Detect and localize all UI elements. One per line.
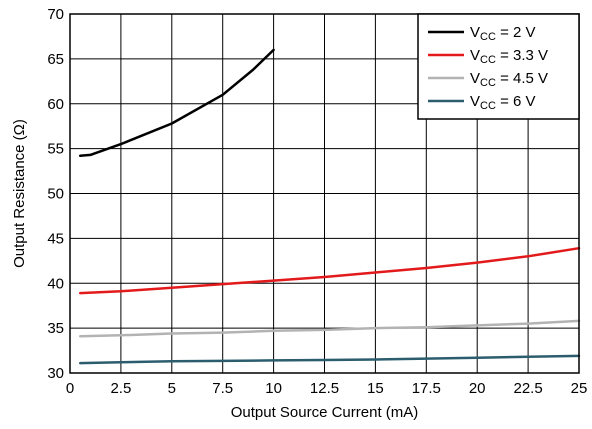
x-tick-label: 17.5 xyxy=(412,380,441,397)
x-tick-label: 15 xyxy=(367,380,384,397)
series-lines xyxy=(78,48,581,365)
x-tick-label: 5 xyxy=(168,380,176,397)
series-line-2 xyxy=(78,246,581,295)
y-axis-title: Output Resistance (Ω) xyxy=(11,119,28,268)
legend-label-2: VCC = 3.3 V xyxy=(470,47,548,66)
series-line-3 xyxy=(78,319,581,338)
y-tick-label: 65 xyxy=(47,51,64,68)
series-line-1 xyxy=(78,48,275,158)
x-axis-title: Output Source Current (mA) xyxy=(231,404,419,421)
x-tick-label: 20 xyxy=(469,380,486,397)
legend-label-3: VCC = 4.5 V xyxy=(470,70,548,89)
legend: VCC = 2 V VCC = 3.3 V VCC = 4.5 V VCC = 6 V xyxy=(417,13,580,120)
y-tick-label: 60 xyxy=(47,96,64,113)
y-tick-label: 30 xyxy=(47,365,64,382)
y-tick-label: 45 xyxy=(47,230,64,247)
y-tick-label: 35 xyxy=(47,320,64,337)
x-tick-label: 2.5 xyxy=(110,380,131,397)
x-tick-label: 10 xyxy=(265,380,282,397)
x-tick-label: 22.5 xyxy=(513,380,542,397)
plot-area-frame xyxy=(69,13,580,374)
y-tick-label: 55 xyxy=(47,141,64,158)
x-tick-label: 25 xyxy=(571,380,588,397)
series-line-4 xyxy=(78,354,581,365)
y-tick-label: 40 xyxy=(47,275,64,292)
x-tick-label: 0 xyxy=(66,380,74,397)
x-tick-label: 7.5 xyxy=(212,380,233,397)
x-tick-label: 12.5 xyxy=(310,380,339,397)
y-tick-label: 50 xyxy=(47,186,64,203)
legend-label-1: VCC = 2 V xyxy=(470,24,536,43)
legend-label-4: VCC = 6 V xyxy=(470,93,536,112)
y-tick-label: 70 xyxy=(47,6,64,23)
tick-labels: 0 2.5 5 7.5 10 12.5 15 17.5 20 22.5 25 30 35 40 45 50 55… xyxy=(47,6,587,397)
